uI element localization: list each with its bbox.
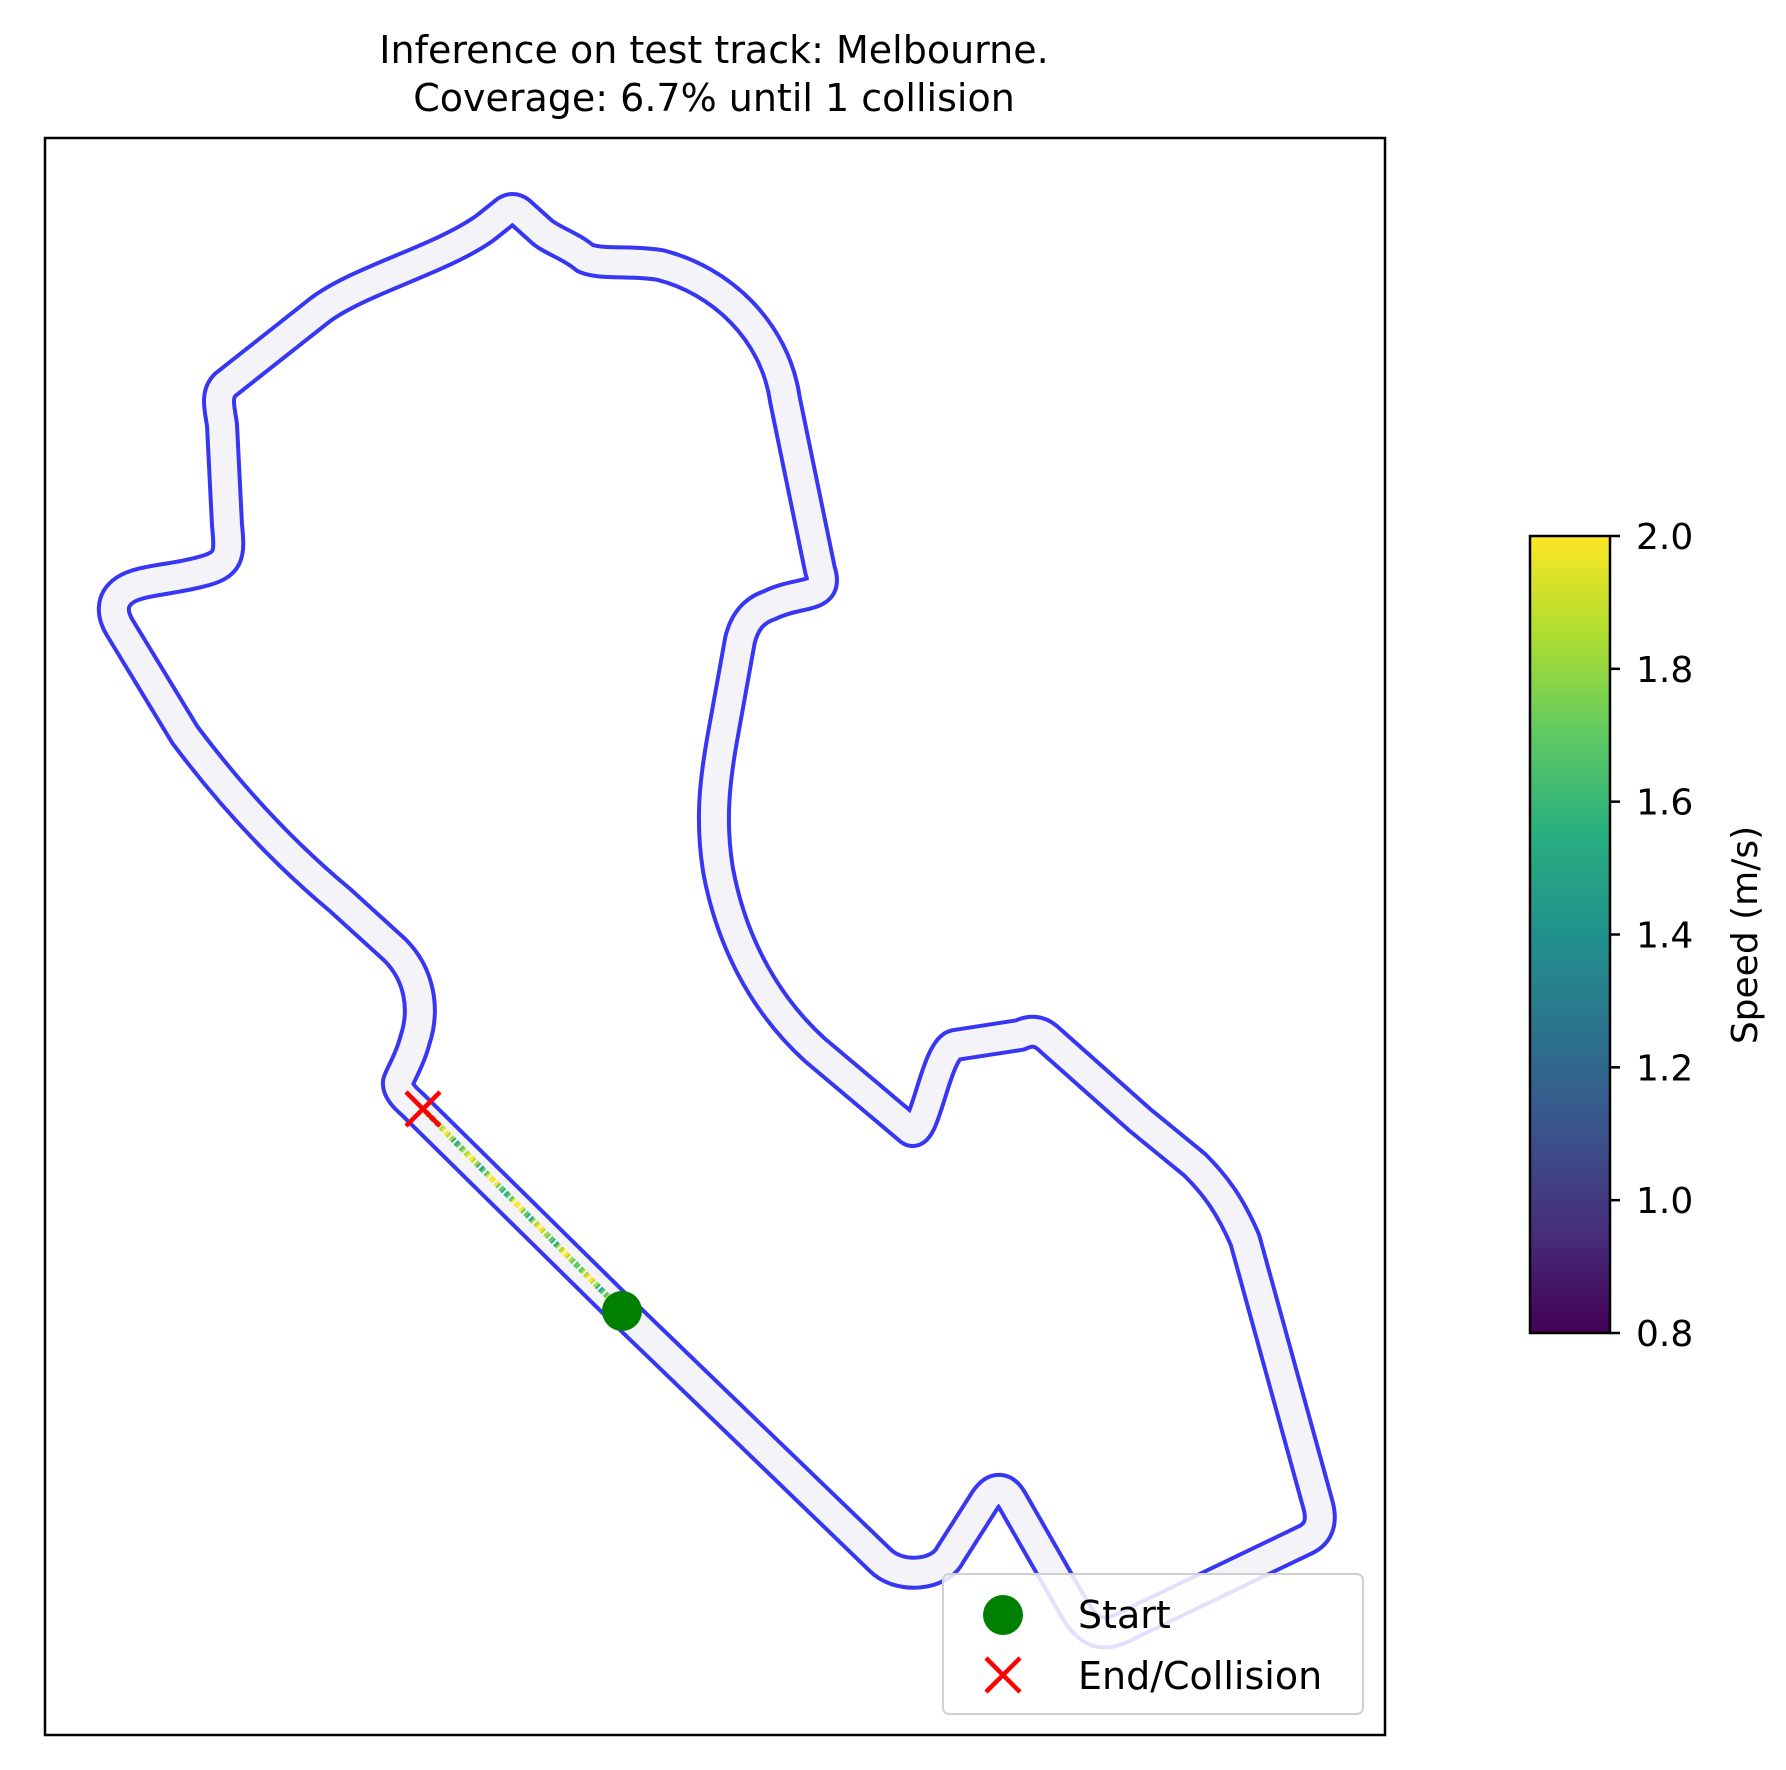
colorbar-ticks: 0.8 1.0 1.2 1.4 1.6 1.8 2.0: [1610, 517, 1693, 1355]
trajectory-segment: [495, 1182, 505, 1192]
trajectory-segment: [530, 1217, 540, 1228]
trajectory-segment: [490, 1177, 500, 1187]
trajectory-segment: [565, 1253, 575, 1263]
colorbar-tick-label: 1.8: [1636, 650, 1693, 691]
plot-area: Start End/Collision: [43, 136, 1387, 1737]
trajectory-segment: [550, 1238, 560, 1248]
chart-title: Inference on test track: Melbourne.: [379, 28, 1048, 72]
axes-frame: [43, 136, 1387, 1737]
trajectory: [420, 1106, 625, 1314]
trajectory-segment: [560, 1248, 570, 1258]
colorbar-tick-label: 1.0: [1636, 1181, 1693, 1222]
trajectory-segment: [475, 1162, 485, 1172]
trajectory-segment: [555, 1243, 565, 1253]
trajectory-segment: [470, 1157, 480, 1167]
colorbar-tick-label: 1.2: [1636, 1048, 1693, 1089]
colorbar-tick-label: 0.8: [1636, 1314, 1693, 1355]
start-marker: [602, 1291, 642, 1331]
colorbar-tick-label: 1.4: [1636, 916, 1693, 957]
trajectory-segment: [500, 1187, 510, 1197]
trajectory-segment: [540, 1228, 550, 1238]
trajectory-segment: [510, 1197, 520, 1208]
trajectory-segment: [480, 1167, 490, 1177]
colorbar-label: Speed (m/s): [1725, 826, 1766, 1044]
trajectory-segment: [465, 1152, 475, 1162]
chart-subtitle: Coverage: 6.7% until 1 collision: [413, 76, 1015, 120]
legend-end-label: End/Collision: [1078, 1654, 1322, 1698]
trajectory-segment: [525, 1212, 535, 1223]
trajectory-segment: [440, 1127, 451, 1137]
legend: Start End/Collision: [942, 1573, 1364, 1715]
trajectory-segment: [485, 1172, 495, 1182]
trajectory-segment: [585, 1273, 595, 1283]
trajectory-segment: [445, 1132, 455, 1142]
trajectory-segment: [545, 1233, 555, 1243]
trajectory-segment: [520, 1207, 530, 1218]
colorbar: 0.8 1.0 1.2 1.4 1.6 1.8 2.0 Speed (m/s): [1528, 517, 1766, 1355]
legend-box: [942, 1573, 1364, 1715]
trajectory-segment: [535, 1223, 545, 1233]
trajectory-segment: [575, 1263, 585, 1273]
colorbar-tick-label: 1.6: [1636, 783, 1693, 824]
trajectory-segment: [570, 1258, 580, 1268]
trajectory-segment: [594, 1283, 605, 1293]
trajectory-segment: [450, 1137, 460, 1147]
legend-end-marker: [984, 1656, 1022, 1694]
end-collision-marker: [404, 1090, 442, 1128]
track: [96, 192, 1337, 1650]
legend-start-label: Start: [1078, 1593, 1171, 1637]
colorbar-tick-label: 2.0: [1636, 517, 1693, 558]
trajectory-segment: [580, 1268, 590, 1278]
trajectory-segment: [460, 1147, 470, 1157]
trajectory-segment: [515, 1202, 525, 1213]
legend-start-marker: [983, 1595, 1023, 1635]
trajectory-segment: [455, 1142, 465, 1152]
track-surface: [100, 196, 1333, 1646]
trajectory-segment: [599, 1288, 610, 1298]
trajectory-segment: [505, 1192, 515, 1203]
colorbar-gradient: [1528, 534, 1612, 1335]
trajectory-segment: [590, 1278, 600, 1288]
